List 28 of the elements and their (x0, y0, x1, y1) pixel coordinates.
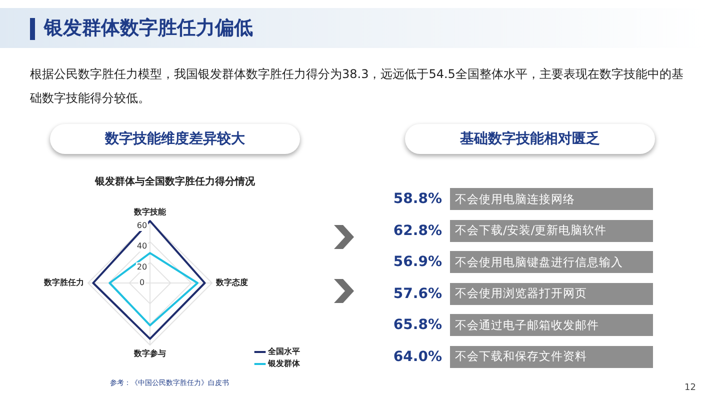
category-label: 不会使用电脑键盘进行信息输入 (450, 251, 653, 273)
category-label: 不会下载/安装/更新电脑软件 (450, 220, 653, 242)
text: 根据公民数字胜任力模型，我国银发群体数字胜任力得分为38.3，远远低于54.5全国整体水平，主要表现在数字技能中的基础数字技能得分较低。 (30, 66, 684, 107)
text: 58.8% (393, 191, 442, 207)
text: 银发群体数字胜任力偏低 (44, 16, 253, 41)
y-tick-label: 0 (139, 278, 145, 288)
spoke-label: 数字态度 (215, 277, 248, 288)
category-label: 不会通过电子邮箱收发邮件 (450, 314, 653, 336)
y-tick-label: 20 (136, 262, 148, 272)
chart-title: 数字技能维度差异较大 (50, 124, 300, 154)
legend-label: 全国水平 (267, 347, 300, 356)
category-label: 不会使用电脑连接网络 (450, 188, 653, 210)
text: 62.8% (393, 222, 442, 238)
y-tick-label: 40 (136, 242, 148, 251)
spoke-label: 数字参与 (133, 348, 166, 358)
text: 64.0% (393, 348, 442, 364)
spoke-label: 数字胜任力 (43, 277, 84, 288)
text: 57.6% (393, 286, 442, 302)
spoke-label: 数字技能 (133, 206, 167, 216)
text: 56.9% (393, 254, 442, 270)
text: 65.8% (393, 317, 442, 333)
y-tick-label: 60 (136, 221, 148, 230)
category-label: 不会使用浏览器打开网页 (450, 282, 653, 304)
text: 12 (684, 383, 696, 393)
category-label: 不会下载和保存文件资料 (450, 346, 653, 368)
chart-subtitle: 银发群体与全国数字胜任力得分情况 (94, 176, 256, 188)
text: 基础数字技能相对匮乏 (405, 124, 655, 154)
legend-label: 银发群体 (267, 359, 301, 368)
